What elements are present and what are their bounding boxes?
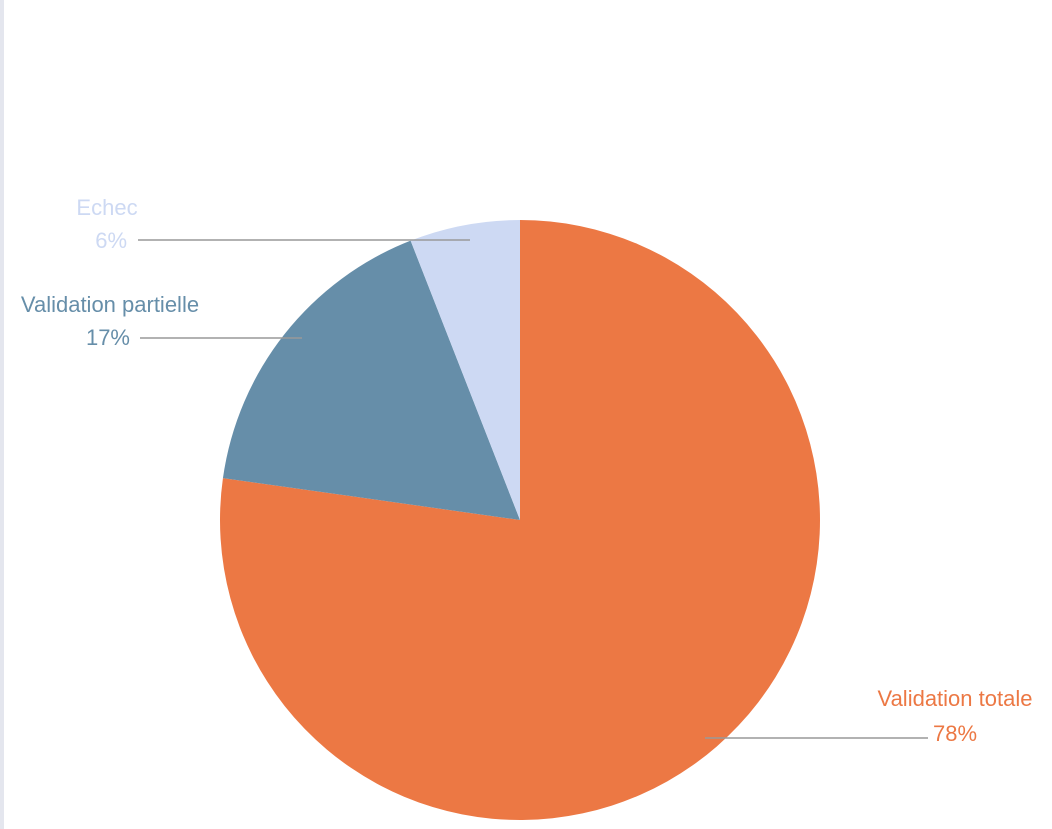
pie-slice xyxy=(410,220,520,520)
slice-label: Validation partielle xyxy=(21,292,199,317)
value-label: 78% xyxy=(933,721,977,746)
pie-slice xyxy=(222,240,520,520)
value-label: 17% xyxy=(86,325,130,350)
slice-label: Validation totale xyxy=(878,686,1033,711)
value-label: 6% xyxy=(95,228,127,253)
left-border xyxy=(0,0,4,829)
slice-label: Echec xyxy=(76,195,137,220)
